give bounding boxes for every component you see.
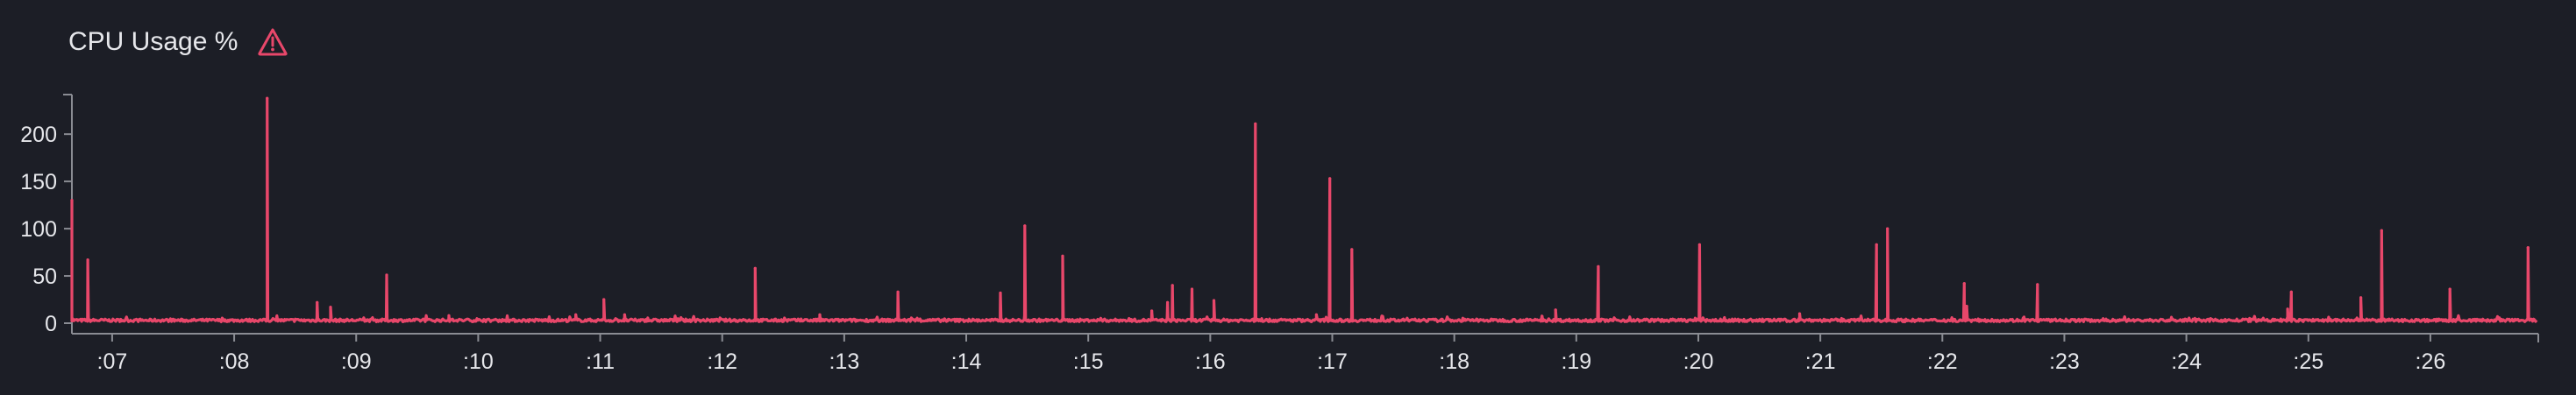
x-tick-label: :24 (2171, 349, 2202, 374)
spike-point[interactable] (1190, 287, 1194, 291)
spike-point[interactable] (2448, 287, 2451, 291)
spike-point[interactable] (1962, 282, 1966, 286)
spike-point[interactable] (999, 291, 1002, 295)
spike-point[interactable] (2289, 290, 2293, 293)
x-tick-label: :22 (1927, 349, 1958, 374)
x-tick-label: :15 (1073, 349, 1104, 374)
x-tick-label: :11 (586, 349, 615, 374)
spike-point[interactable] (1875, 243, 1878, 246)
x-tick-label: :10 (463, 349, 494, 374)
x-axis: :07 :08 :09 :10 :11 :12 :13 :14 :15 :16 :17 :18 :19:… (72, 333, 2539, 374)
x-tick-label: :25 (2293, 349, 2323, 374)
spike-point[interactable] (1797, 312, 1802, 315)
x-tick-label: :17 (1317, 349, 1348, 374)
x-tick-label: :21 (1805, 349, 1836, 374)
x-tick-label: :14 (951, 349, 982, 374)
spike-point[interactable] (1254, 122, 1257, 125)
spike-point[interactable] (2526, 246, 2530, 250)
x-tick-label: :12 (707, 349, 737, 374)
spike-point[interactable] (623, 313, 627, 316)
spike-point[interactable] (1171, 284, 1174, 287)
spike-point[interactable] (316, 300, 319, 304)
spike-point[interactable] (1350, 248, 1354, 251)
y-axis: 0 50 100 150 200 (20, 94, 73, 336)
x-tick-label: :23 (2049, 349, 2080, 374)
spike-point[interactable] (329, 306, 332, 309)
panel-header[interactable]: CPU Usage % (68, 23, 288, 61)
spike-point[interactable] (1150, 309, 1154, 313)
spike-point[interactable] (1212, 299, 1216, 302)
x-tick-label: :07 (97, 349, 128, 374)
spike-point[interactable] (2359, 296, 2363, 300)
spike-point[interactable] (602, 298, 606, 301)
warning-triangle-icon[interactable] (257, 26, 288, 58)
spike-point[interactable] (1554, 308, 1557, 312)
series-cpu-usage[interactable] (70, 96, 2538, 323)
spike-point[interactable] (2036, 283, 2039, 286)
x-tick-label: :18 (1439, 349, 1469, 374)
x-tick-label: :20 (1683, 349, 1714, 374)
cpu-usage-line[interactable] (70, 96, 2538, 323)
spike-point[interactable] (818, 313, 822, 316)
spike-point[interactable] (1697, 243, 1701, 246)
spike-point[interactable] (1023, 224, 1027, 228)
y-tick-label: 100 (20, 217, 57, 242)
panel-title[interactable]: CPU Usage % (68, 27, 238, 56)
spike-point[interactable] (1328, 177, 1332, 180)
spike-point[interactable] (385, 273, 388, 277)
spike-point[interactable] (2380, 229, 2383, 232)
y-tick-label: 150 (20, 170, 57, 194)
x-tick-label: :16 (1195, 349, 1226, 374)
spike-point[interactable] (1166, 300, 1170, 304)
y-tick-label: 0 (45, 312, 57, 336)
spike-point[interactable] (1541, 314, 1544, 318)
spike-point[interactable] (1061, 254, 1064, 257)
spike-point[interactable] (574, 313, 578, 316)
spike-point[interactable] (70, 199, 74, 202)
y-tick-label: 50 (32, 265, 57, 289)
x-tick-label: :13 (829, 349, 859, 374)
spike-point[interactable] (1597, 265, 1600, 268)
y-tick-label: 200 (20, 123, 57, 147)
spike-point[interactable] (86, 258, 89, 262)
spike-point[interactable] (2286, 307, 2289, 311)
x-tick-label: :26 (2416, 349, 2446, 374)
spike-point[interactable] (447, 314, 451, 317)
spike-point[interactable] (753, 266, 757, 270)
spike-point[interactable] (1886, 227, 1889, 230)
spike-point[interactable] (896, 290, 900, 293)
spike-point[interactable] (1314, 313, 1318, 316)
x-tick-label: :08 (219, 349, 250, 374)
x-tick-label: :09 (341, 349, 372, 374)
x-tick-label: :19 (1561, 349, 1591, 374)
spike-point[interactable] (1965, 305, 1968, 308)
spike-point[interactable] (266, 96, 269, 100)
